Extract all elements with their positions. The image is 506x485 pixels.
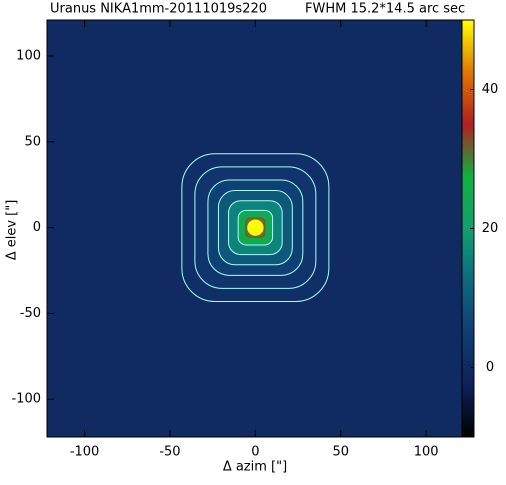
x-tick-label: -100 bbox=[70, 445, 100, 460]
x-tick-label: 100 bbox=[414, 445, 439, 460]
x-tick-label: -50 bbox=[159, 445, 180, 460]
chart-title: Uranus NIKA1mm-20111019s220 bbox=[50, 2, 267, 17]
map bbox=[181, 153, 330, 302]
y-tick-label: 0 bbox=[33, 220, 41, 235]
colorbar-tick-label: 20 bbox=[482, 221, 499, 236]
plot-frame bbox=[46, 19, 475, 438]
x-tick-label: 50 bbox=[333, 445, 350, 460]
colorbar-tick-label: 40 bbox=[482, 82, 499, 97]
x-axis-label: Δ azim ["] bbox=[223, 460, 287, 475]
y-tick-label: 100 bbox=[16, 49, 41, 64]
y-tick-label: -50 bbox=[20, 306, 41, 321]
y-axis-label: Δ elev ["] bbox=[5, 200, 20, 261]
chart-subtitle: FWHM 15.2*14.5 arc sec bbox=[305, 2, 465, 17]
colorbar-tick-label: 0 bbox=[486, 360, 494, 375]
peak bbox=[247, 219, 264, 236]
x-tick-label: 0 bbox=[251, 445, 259, 460]
y-tick-label: -100 bbox=[11, 392, 41, 407]
y-tick-label: 50 bbox=[24, 134, 41, 149]
